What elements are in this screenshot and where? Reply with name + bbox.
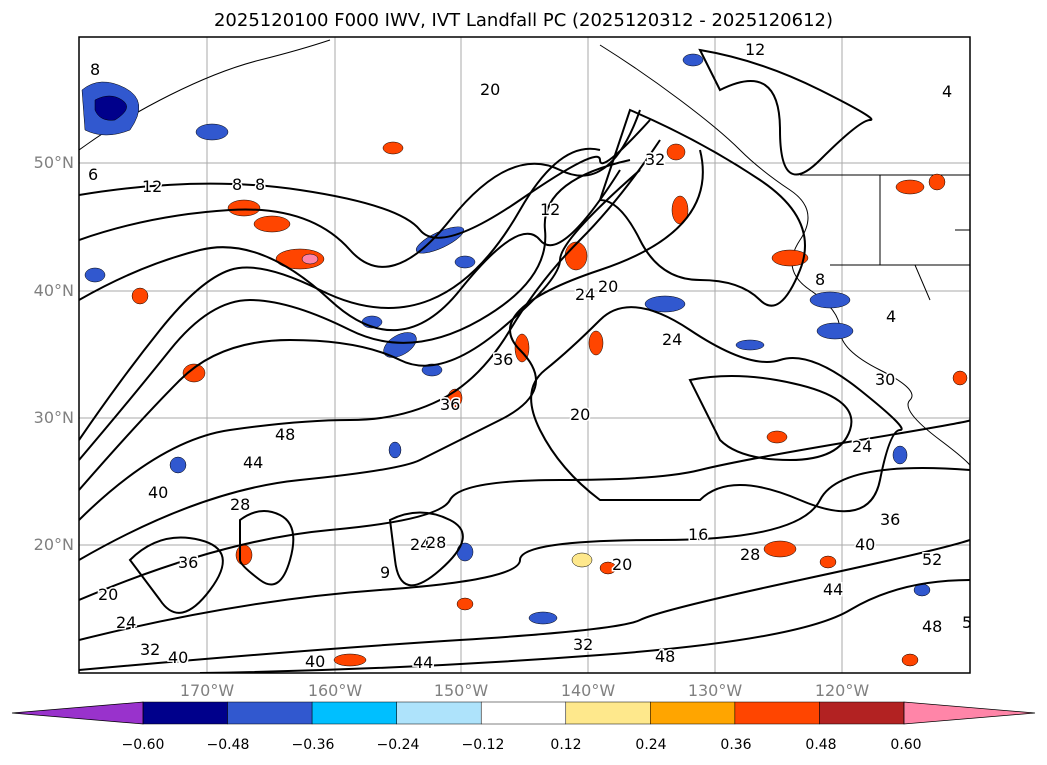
- contour-label: 32: [645, 150, 665, 169]
- contour-label: 32: [573, 635, 593, 654]
- map-title: 2025120100 F000 IWV, IVT Landfall PC (20…: [213, 10, 834, 31]
- contour-label: 20: [612, 555, 632, 574]
- lat-label-30n: 30°N: [33, 408, 74, 427]
- contour-label: 12: [745, 40, 765, 59]
- contour-label: 16: [688, 525, 708, 544]
- colorbar-tick: 0.12: [550, 737, 582, 753]
- contour-label: 28: [740, 545, 760, 564]
- contour-label: 40: [148, 483, 168, 502]
- contour-label: 4: [886, 307, 896, 326]
- lon-label-170w: 170°W: [179, 681, 235, 700]
- contour-label: 12: [142, 177, 162, 196]
- contour-label: 52: [962, 613, 982, 632]
- contour-label: 24: [852, 437, 872, 456]
- contour-label: 24: [116, 613, 136, 632]
- contour-label: 48: [655, 647, 675, 666]
- colorbar-tick: −0.60: [121, 737, 165, 753]
- iwv-contours: [79, 48, 970, 673]
- contour-label: 8: [90, 60, 100, 79]
- contour-label: 24: [662, 330, 682, 349]
- contour-label: 40: [855, 535, 875, 554]
- colorbar-segment: [227, 701, 313, 725]
- colorbar-tick: 0.24: [635, 737, 667, 753]
- contour-label: 48: [275, 425, 295, 444]
- map-frame: [78, 36, 971, 674]
- colorbar-tick: −0.36: [291, 737, 335, 753]
- contour-label: 28: [426, 533, 446, 552]
- contour-label: 20: [98, 585, 118, 604]
- colorbar-tick: 0.36: [720, 737, 752, 753]
- colorbar-segment: [819, 701, 905, 725]
- colorbar-tick: −0.24: [376, 737, 420, 753]
- contour-label: 36: [440, 395, 460, 414]
- colorbar-extend-right: [903, 701, 1036, 725]
- colorbar: [11, 701, 1036, 725]
- colorbar-tick: 0.60: [890, 737, 922, 753]
- contour-label: 12: [540, 200, 560, 219]
- contour-label: 44: [823, 580, 843, 599]
- contour-label: 32: [140, 640, 160, 659]
- colorbar-segment: [565, 701, 651, 725]
- colorbar-segment: [734, 701, 820, 725]
- lat-label-20n: 20°N: [33, 535, 74, 554]
- contour-label: 24: [575, 285, 595, 304]
- contour-label: 44: [243, 453, 263, 472]
- contour-label: 44: [413, 653, 433, 672]
- contour-label: 48: [922, 617, 942, 636]
- colorbar-segment: [396, 701, 482, 725]
- ivt-pc-shading: [81, 53, 968, 667]
- colorbar-segment: [480, 701, 567, 725]
- contour-label: 4: [942, 82, 952, 101]
- lon-label-140w: 140°W: [560, 681, 616, 700]
- contour-label: 20: [598, 277, 618, 296]
- contour-label: 28: [230, 495, 250, 514]
- contour-label: 6: [88, 165, 98, 184]
- lon-label-150w: 150°W: [433, 681, 489, 700]
- colorbar-extend-left: [11, 701, 144, 725]
- contour-label: 9: [380, 563, 390, 582]
- colorbar-segment: [311, 701, 397, 725]
- contour-label: 36: [178, 553, 198, 572]
- contour-label: 8: [255, 175, 265, 194]
- colorbar-segment: [650, 701, 736, 725]
- contour-label: 36: [880, 510, 900, 529]
- contour-label: 8: [815, 270, 825, 289]
- contour-label: 8: [232, 175, 242, 194]
- contour-label: 20: [570, 405, 590, 424]
- contour-label: 24: [410, 535, 430, 554]
- contour-label: 20: [480, 80, 500, 99]
- colorbar-segments: [142, 701, 905, 725]
- contour-label: 52: [922, 550, 942, 569]
- lon-label-160w: 160°W: [307, 681, 363, 700]
- lon-label-120w: 120°W: [814, 681, 870, 700]
- lat-label-50n: 50°N: [33, 153, 74, 172]
- contour-label: 36: [493, 350, 513, 369]
- colorbar-tick: −0.12: [461, 737, 505, 753]
- colorbar-tick: 0.48: [805, 737, 837, 753]
- lon-label-130w: 130°W: [687, 681, 743, 700]
- colorbar-segment: [142, 701, 228, 725]
- contour-label: 40: [305, 652, 325, 671]
- colorbar-tick: −0.48: [206, 737, 250, 753]
- gridlines: [79, 37, 970, 673]
- contour-label: 30: [875, 370, 895, 389]
- contour-label: 40: [168, 648, 188, 667]
- lat-label-40n: 40°N: [33, 281, 74, 300]
